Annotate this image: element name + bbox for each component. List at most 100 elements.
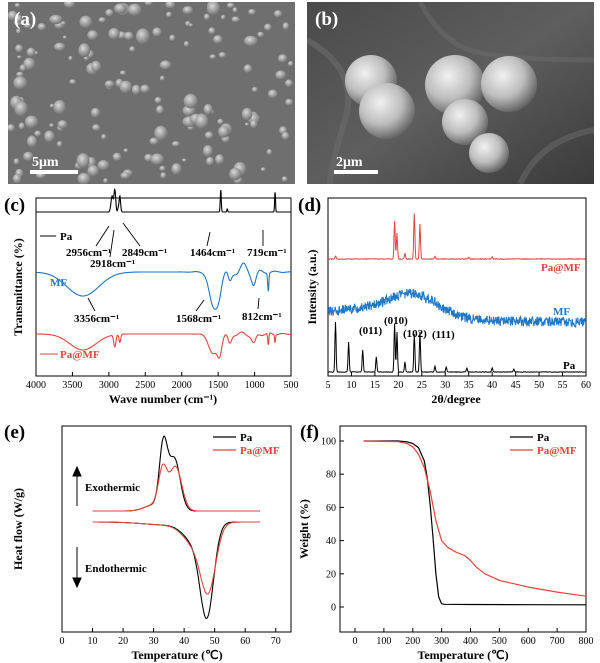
x-tick-d-tick-label: 60 [581,380,591,391]
sem-particle [243,64,253,73]
sem-particle [267,89,278,99]
sem-particle [37,23,47,31]
x-tick-f-tick-label: 500 [492,636,507,647]
sem-particle [182,6,194,15]
series-tag-pamf-xrd: Pa@MF [541,262,581,274]
sem-particle [226,2,235,9]
sem-particle [150,153,165,165]
sem-particle [204,131,214,140]
sem-particle [215,154,225,165]
x-ticks-e: 0 10 20 30 40 50 60 70 [60,628,281,647]
panel-a-label: (a) [14,9,36,30]
sem-particle [217,118,224,125]
x-tick-e-tick-label: 40 [179,636,189,647]
sem-particle [274,10,283,18]
sem-particle [156,105,164,115]
y-tick-label-f: 20 [326,569,336,580]
sem-particle [87,165,99,177]
panel-f-label: (f) [300,422,319,443]
panel-e-label: (e) [4,422,25,443]
x-tick-d-tick-label: 20 [393,380,403,391]
plane-label-111: (111) [432,329,455,341]
sem-particle [208,27,216,35]
sem-image-a [8,2,295,184]
peak-label-1464: 1464cm⁻¹ [190,247,235,259]
sem-particle [213,35,223,44]
sem-particle [108,28,120,40]
scale-label-a: 5μm [32,155,59,170]
panel-d-label: (d) [298,195,321,216]
legend-label-pamf-f: Pa@MF [537,445,577,457]
sem-particle [195,113,209,130]
sem-spheres-b [307,2,594,184]
exo-arrow [72,465,82,506]
sem-particle [60,21,66,26]
sem-particle [188,23,193,27]
sem-particle [285,98,293,106]
x-tick-e-tick-label: 70 [271,636,281,647]
sem-particle [288,61,294,67]
plane-label-011: (011) [359,325,383,337]
sem-particle [275,70,287,80]
plot-frame-c [35,197,292,377]
sem-particle [17,55,22,59]
y-axis-label-f: Weight (%) [297,499,311,559]
sem-particle [69,79,77,85]
x-tick-e-tick-label: 50 [210,636,220,647]
sem-particle [129,46,136,52]
series-line-pamf-ftir [36,331,291,359]
microsphere [481,56,537,112]
series-line-pa-ftir [36,188,291,213]
sem-particle [260,167,266,172]
sem-particle [103,178,108,184]
plot-frame-e [61,425,292,633]
sem-particle [62,35,67,39]
x-tick-d-tick-label: 55 [558,380,568,391]
sem-particle [203,13,210,21]
sem-particle [76,153,90,169]
x-tick-f-tick-label: 700 [550,636,565,647]
panel-f: (f) 0 100 200 300 400 500 600 700 800 0 20 40 60 80 10… [297,422,594,662]
series-f [363,440,587,606]
sem-particle [14,3,21,8]
sem-particle [114,3,127,14]
sem-particle [209,54,216,60]
sem-particle [101,134,107,140]
x-tick-d-tick-label: 45 [511,380,521,391]
sem-particle [149,137,159,145]
sem-particle [257,31,265,38]
sem-particle [144,2,153,6]
panel-e: (e) 0 10 20 30 40 50 60 70 Pa Pa@MF Exothermic … [4,422,292,662]
legend-label-pa-e: Pa [240,432,253,444]
plane-label-010: (010) [384,315,408,327]
sem-particles-a [8,2,294,184]
x-tick-d-tick-label: 25 [417,380,427,391]
peak-label-2849: 2849cm⁻¹ [122,247,167,259]
sem-particle [49,103,55,108]
sem-particle [24,115,39,129]
sem-particle [159,75,165,81]
sem-particle [140,84,150,94]
sem-particle [131,84,141,95]
sem-particle [266,149,272,155]
x-axis-label-c: Wave number (cm⁻¹) [109,392,217,406]
x-tick-e-tick-label: 20 [118,636,128,647]
sem-particle [15,44,23,53]
x-tick-f-tick-label: 600 [521,636,536,647]
sem-particle [49,14,63,25]
y-axis-label-d: Intensity (a.u.) [305,249,319,324]
scale-label-b: 2μm [336,155,363,170]
series-line-pa-xrd [327,321,586,373]
x-tick-e-tick-label: 10 [88,636,98,647]
x-tick-d-tick-label: 40 [487,380,497,391]
sem-particle [91,60,101,72]
sem-particle [127,3,142,16]
series-line-pamf-endo [92,521,260,595]
x-axis-label-e: Temperature (℃) [131,648,222,662]
x-tick-f-tick-label: 400 [463,636,478,647]
x-tick-c-tick-label: 2500 [135,380,155,391]
microsphere [359,83,415,139]
sem-particle [79,15,93,29]
x-tick-f-tick-label: 0 [353,636,358,647]
x-ticks-d: 5 10 15 20 25 30 35 40 45 50 55 60 [326,372,591,391]
